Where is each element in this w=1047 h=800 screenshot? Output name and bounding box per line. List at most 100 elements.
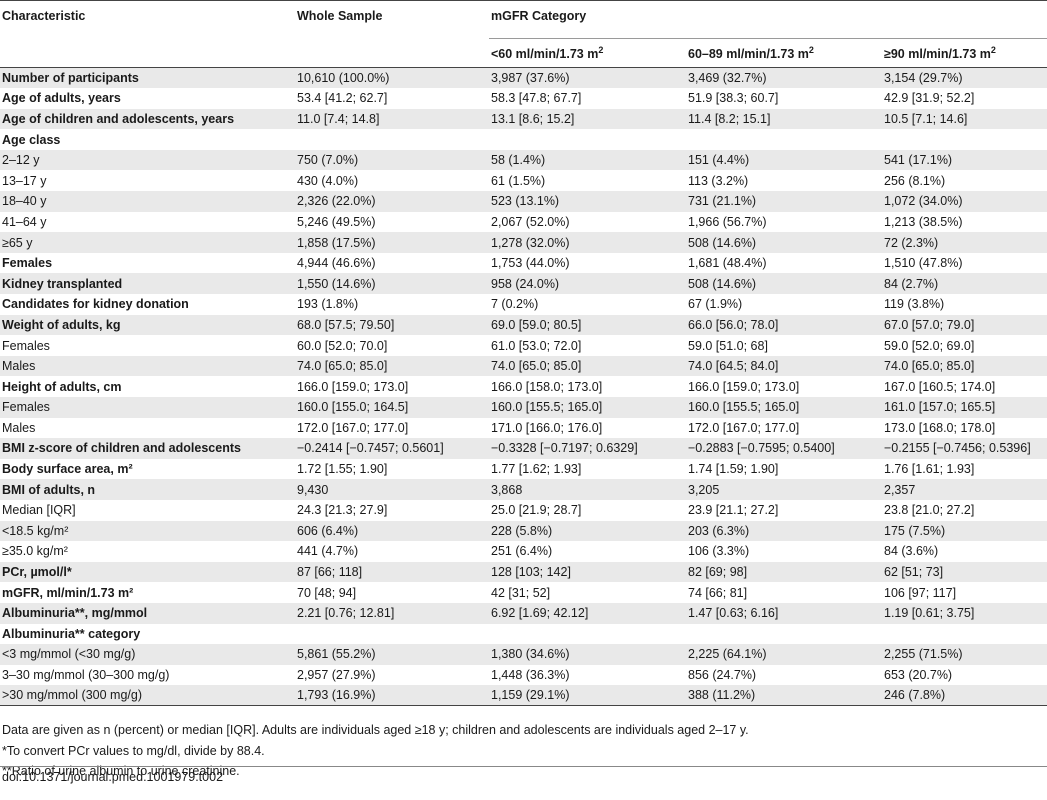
table-row: Candidates for kidney donation 193 (1.8%)… [0,294,1047,315]
table-row: ≥35.0 kg/m² 441 (4.7%) 251 (6.4%) 106 (3.3%… [0,541,1047,562]
row-cell: 10,610 (100.0%) [297,71,390,86]
row-label: Height of adults, cm [2,379,122,394]
row-cell: 84 (2.7%) [884,276,939,291]
row-cell: 42.9 [31.9; 52.2] [884,91,975,106]
row-label: Albuminuria**, mg/mmol [2,606,148,621]
row-cell: 166.0 [159.0; 173.0] [688,379,800,394]
row-cell: 653 (20.7%) [884,668,953,683]
row-cell: 3,154 (29.7%) [884,71,963,86]
table-row: 13–17 y 430 (4.0%) 61 (1.5%) 113 (3.2%) 256 … [0,170,1047,192]
row-cell: 246 (7.8%) [882,685,1047,707]
row-cell: 1,380 (34.6%) [491,647,570,662]
table-row: Females 4,944 (46.6%) 1,753 (44.0%) 1,681 (… [0,252,1047,274]
table-row: Height of adults, cm 166.0 [159.0; 173.0]… [0,376,1047,397]
table-row: Age class [0,129,1047,150]
row-cell: 1,448 (36.3%) [491,668,570,683]
row-cell: 166.0 [159.0; 173.0] [297,379,409,394]
row-cell: 2,326 (22.0%) [297,194,376,209]
row-label: 18–40 y [2,194,47,209]
row-cell: 251 (6.4%) [491,544,553,559]
table-row: Albuminuria** category [0,623,1047,645]
row-cell: 70 [48; 94] [297,585,357,600]
row-cell: 1,681 (48.4%) [688,256,767,271]
row-label: Age class [2,132,61,147]
footnote-pcr: *To convert PCr values to mg/dl, divide … [2,743,265,758]
row-cell: 160.0 [155.0; 164.5] [297,400,409,415]
row-label: Age of children and adolescents, years [2,111,235,126]
header-cat-lt60: <60 ml/min/1.73 m2 [489,38,686,68]
row-cell: 1,278 (32.0%) [491,235,570,250]
row-cell: −0.2155 [−0.7456; 0.5396] [884,441,1031,456]
table-row: Age of children and adolescents, years 11… [0,108,1047,130]
row-cell: 59.0 [52.0; 69.0] [884,338,975,353]
characteristics-table: Characteristic Whole Sample mGFR Categor… [0,0,1047,707]
row-cell: 74.0 [65.0; 85.0] [491,359,582,374]
row-cell: 1.47 [0.63; 6.16] [688,606,779,621]
row-cell: 61.0 [53.0; 72.0] [491,338,582,353]
row-label: Females [2,338,50,353]
row-cell: 74.0 [64.5; 84.0] [688,359,779,374]
row-cell: 541 (17.1%) [884,153,953,168]
row-cell: −0.2414 [−0.7457; 0.5601] [297,441,444,456]
row-cell: 4,944 (46.6%) [297,256,376,271]
row-cell: 58.3 [47.8; 67.7] [491,91,582,106]
row-cell: 167.0 [160.5; 174.0] [884,379,996,394]
row-cell [489,624,686,645]
row-cell: 2.21 [0.76; 12.81] [297,606,395,621]
row-cell: 66.0 [56.0; 78.0] [688,317,779,332]
row-label: 41–64 y [2,214,47,229]
row-cell: 42 [31; 52] [491,585,551,600]
table-row: 41–64 y 5,246 (49.5%) 2,067 (52.0%) 1,966 (… [0,211,1047,233]
row-cell: 87 [66; 118] [297,565,363,580]
row-cell [882,129,1047,150]
row-cell: 1,213 (38.5%) [884,214,963,229]
row-cell: 67.0 [57.0; 79.0] [884,317,975,332]
header-characteristic: Characteristic [0,0,295,68]
header-mgfr-category: mGFR Category [489,0,1047,39]
row-cell: 193 (1.8%) [297,297,359,312]
row-cell [882,624,1047,645]
row-cell: 430 (4.0%) [297,173,359,188]
row-cell: 1,550 (14.6%) [297,276,376,291]
row-cell: 172.0 [167.0; 177.0] [297,420,409,435]
row-cell: 62 [51; 73] [884,565,944,580]
row-label: 3–30 mg/mmol (30–300 mg/g) [2,668,170,683]
row-cell [295,624,489,645]
row-cell: 9,430 [297,482,329,497]
row-cell: 74.0 [65.0; 85.0] [297,359,388,374]
table-row: 2–12 y 750 (7.0%) 58 (1.4%) 151 (4.4%) 541 (… [0,149,1047,171]
row-cell: −0.2883 [−0.7595; 0.5400] [688,441,835,456]
table-row: Males 74.0 [65.0; 85.0] 74.0 [65.0; 85.0] 7… [0,355,1047,377]
table-row: PCr, µmol/l* 87 [66; 118] 128 [103; 142] 82… [0,561,1047,583]
row-cell: 74.0 [65.0; 85.0] [884,359,975,374]
row-cell: 508 (14.6%) [688,235,757,250]
row-cell: 13.1 [8.6; 15.2] [491,111,575,126]
row-cell: 51.9 [38.3; 60.7] [688,91,779,106]
row-label: PCr, µmol/l* [2,565,72,580]
row-cell: 172.0 [167.0; 177.0] [688,420,800,435]
row-cell: 6.92 [1.69; 42.12] [491,606,589,621]
row-cell: 128 [103; 142] [491,565,571,580]
row-cell: 3,469 (32.7%) [688,71,767,86]
table-header: Characteristic Whole Sample mGFR Categor… [0,0,1047,68]
table-body: Number of participants 10,610 (100.0%) 3,9… [0,67,1047,707]
row-label: Females [2,256,53,271]
row-label: BMI of adults, n [2,482,96,497]
table-row: Females 60.0 [52.0; 70.0] 61.0 [53.0; 72.0… [0,335,1047,356]
row-cell: 23.8 [21.0; 27.2] [884,503,975,518]
row-cell: 2,357 [884,482,916,497]
row-label: Albuminuria** category [2,626,141,641]
row-cell: 3,987 (37.6%) [491,71,570,86]
row-cell: 171.0 [166.0; 176.0] [491,420,603,435]
row-cell: 113 (3.2%) [688,173,749,188]
row-cell: 25.0 [21.9; 28.7] [491,503,582,518]
header-whole-sample: Whole Sample [295,0,489,68]
row-cell: 1,072 (34.0%) [884,194,963,209]
row-cell: 958 (24.0%) [491,276,560,291]
row-cell: 2,067 (52.0%) [491,214,570,229]
row-cell: 161.0 [157.0; 165.5] [884,400,996,415]
row-label: 2–12 y [2,153,40,168]
row-label: Males [2,359,36,374]
row-cell: 1,753 (44.0%) [491,256,570,271]
